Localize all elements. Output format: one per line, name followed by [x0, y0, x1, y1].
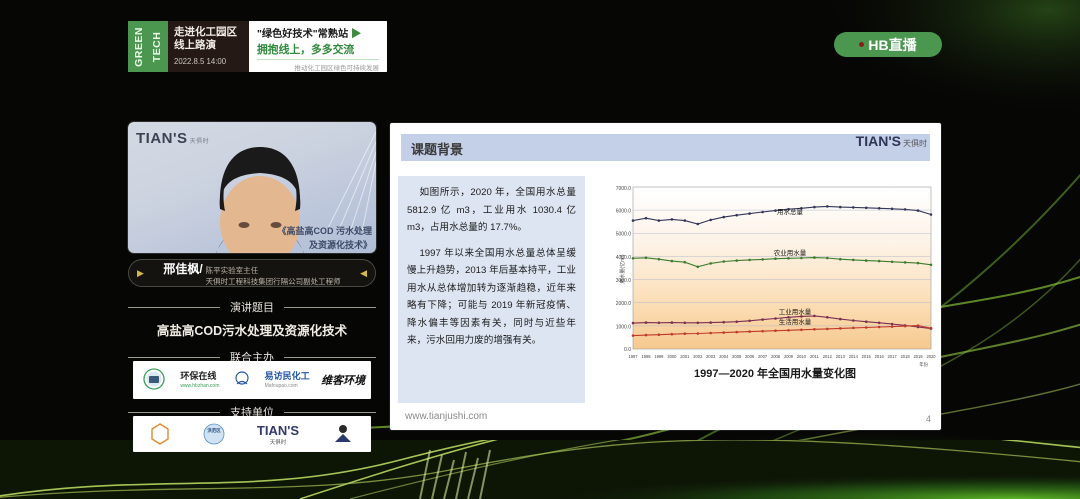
- svg-text:0.0: 0.0: [624, 347, 631, 353]
- svg-text:2016: 2016: [875, 354, 885, 359]
- svg-text:生活用水量: 生活用水量: [779, 317, 812, 326]
- svg-text:用水量(亿m³): 用水量(亿m³): [619, 254, 626, 283]
- svg-text:农业用水量: 农业用水量: [774, 248, 807, 257]
- svg-text:1999: 1999: [654, 354, 664, 359]
- svg-text:2017: 2017: [888, 354, 898, 359]
- svg-text:2014: 2014: [849, 354, 859, 359]
- svg-text:2000.0: 2000.0: [616, 301, 632, 307]
- svg-text:6000.0: 6000.0: [616, 209, 632, 215]
- svg-text:用水总量: 用水总量: [777, 207, 804, 216]
- svg-text:1997: 1997: [628, 354, 638, 359]
- svg-text:2001: 2001: [680, 354, 690, 359]
- svg-text:5000.0: 5000.0: [616, 232, 632, 238]
- svg-text:2015: 2015: [862, 354, 872, 359]
- svg-text:2003: 2003: [706, 354, 716, 359]
- svg-text:洪范区: 洪范区: [207, 427, 221, 434]
- svg-text:2009: 2009: [784, 354, 794, 359]
- svg-text:2011: 2011: [810, 354, 820, 359]
- svg-text:2008: 2008: [771, 354, 781, 359]
- svg-text:2004: 2004: [719, 354, 729, 359]
- svg-text:工业用水量: 工业用水量: [779, 307, 812, 316]
- svg-text:2019: 2019: [913, 354, 923, 359]
- svg-text:2020: 2020: [926, 354, 936, 359]
- svg-text:2010: 2010: [797, 354, 807, 359]
- svg-text:1000.0: 1000.0: [616, 324, 632, 330]
- svg-text:7000.0: 7000.0: [616, 186, 632, 192]
- svg-text:1998: 1998: [641, 354, 651, 359]
- svg-text:2012: 2012: [823, 354, 833, 359]
- svg-text:2000: 2000: [667, 354, 677, 359]
- svg-text:2006: 2006: [745, 354, 755, 359]
- svg-text:2013: 2013: [836, 354, 846, 359]
- svg-text:2005: 2005: [732, 354, 742, 359]
- svg-text:2002: 2002: [693, 354, 703, 359]
- svg-text:2007: 2007: [758, 354, 768, 359]
- svg-text:2018: 2018: [901, 354, 911, 359]
